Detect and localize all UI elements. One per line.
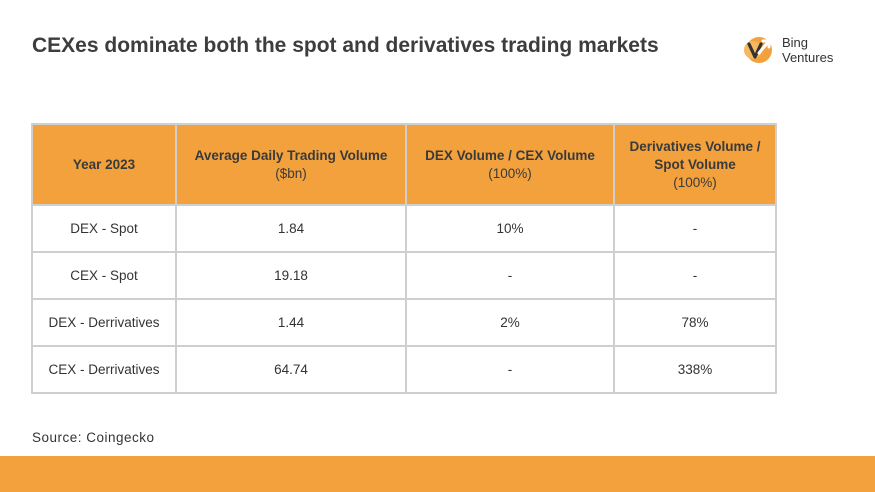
dex-cex-cell: -	[405, 251, 615, 300]
header-dex-cex-ratio: DEX Volume / CEX Volume (100%)	[405, 123, 615, 206]
header-year: Year 2023	[31, 123, 177, 206]
logo-line-1: Bing	[782, 35, 809, 50]
deriv-spot-cell: 78%	[613, 298, 777, 347]
table-row: DEX - Spot 1.84 10% -	[31, 204, 777, 253]
avg-volume-cell: 19.18	[175, 251, 407, 300]
avg-volume-cell: 64.74	[175, 345, 407, 394]
dex-cex-cell: -	[405, 345, 615, 394]
dex-cex-cell: 10%	[405, 204, 615, 253]
row-label: CEX - Spot	[31, 251, 177, 300]
table-row: CEX - Spot 19.18 - -	[31, 251, 777, 300]
table-header-row: Year 2023 Average Daily Trading Volume (…	[31, 123, 777, 206]
page-title: CEXes dominate both the spot and derivat…	[32, 34, 659, 57]
logo-text: Bing Ventures	[782, 35, 833, 65]
avg-volume-cell: 1.44	[175, 298, 407, 347]
source-note: Source: Coingecko	[32, 430, 155, 445]
table-row: DEX - Derrivatives 1.44 2% 78%	[31, 298, 777, 347]
logo-line-2: Ventures	[782, 50, 834, 65]
footer-bar	[0, 456, 875, 492]
row-label: DEX - Spot	[31, 204, 177, 253]
deriv-spot-cell: -	[613, 251, 777, 300]
avg-volume-cell: 1.84	[175, 204, 407, 253]
row-label: CEX - Derrivatives	[31, 345, 177, 394]
header-derivatives-spot-ratio: Derivatives Volume / Spot Volume (100%)	[613, 123, 777, 206]
bing-ventures-logo-icon	[744, 37, 772, 63]
dex-cex-cell: 2%	[405, 298, 615, 347]
volume-table: Year 2023 Average Daily Trading Volume (…	[31, 123, 777, 394]
row-label: DEX - Derrivatives	[31, 298, 177, 347]
bing-ventures-logo: Bing Ventures	[742, 33, 862, 67]
header-avg-daily-volume: Average Daily Trading Volume ($bn)	[175, 123, 407, 206]
deriv-spot-cell: 338%	[613, 345, 777, 394]
table-row: CEX - Derrivatives 64.74 - 338%	[31, 345, 777, 394]
deriv-spot-cell: -	[613, 204, 777, 253]
